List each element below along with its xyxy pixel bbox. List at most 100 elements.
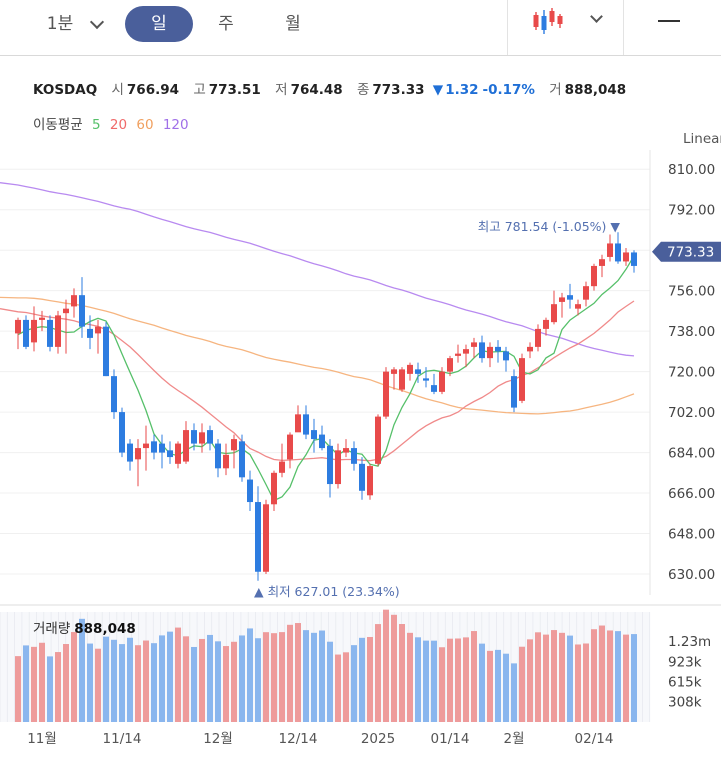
volume-bar	[359, 637, 365, 722]
candle-body	[23, 319, 29, 347]
moving-average-lines	[0, 182, 635, 502]
annotations: 최고 781.54 (-1.05%) ▼ ▲ 최저 627.01 (23.34%)	[254, 219, 620, 599]
candle-body	[175, 443, 181, 464]
open-label: 시	[111, 82, 124, 98]
date-tick-label: 02/14	[575, 731, 614, 747]
volume-bar	[287, 624, 293, 722]
candle-body	[583, 286, 589, 300]
period-day-tab[interactable]: 일	[125, 6, 193, 42]
candle-body	[623, 252, 629, 262]
candle-body	[391, 369, 397, 374]
candle-body	[135, 448, 141, 460]
volume-bar	[591, 629, 597, 722]
volume-tick-label: 923k	[668, 654, 702, 670]
volume-tick-label: 615k	[668, 675, 702, 691]
volume-bar	[255, 638, 261, 722]
candle-body	[431, 385, 437, 392]
symbol-name: KOSDAQ	[33, 82, 98, 98]
candle-body	[447, 358, 453, 372]
period-week-tab[interactable]: 주	[218, 14, 234, 34]
candle-body	[295, 414, 301, 433]
candle-body	[559, 297, 565, 302]
volume-bar	[431, 640, 437, 722]
volume-bar	[223, 646, 229, 722]
volume-bar	[143, 640, 149, 722]
volume-bar	[239, 635, 245, 722]
volume-bar	[63, 644, 69, 722]
volume-bar	[399, 624, 405, 722]
ma20-label: 20	[109, 117, 128, 133]
candle-body	[247, 479, 253, 503]
candle-body	[407, 364, 413, 374]
ma5-line	[17, 255, 635, 502]
price-tick-label: 702.00	[668, 405, 715, 421]
price-tick-label: 684.00	[668, 446, 715, 462]
candle-body	[335, 450, 341, 485]
candle-body	[495, 346, 501, 352]
min-price-annotation: ▲ 최저 627.01 (23.34%)	[254, 584, 400, 599]
candle-body	[183, 430, 189, 462]
candle-body	[207, 430, 213, 444]
volume-bar	[87, 643, 93, 722]
candle-body	[591, 265, 597, 287]
candle-body	[375, 416, 381, 464]
candle-body	[239, 441, 245, 478]
volume-bar	[303, 630, 309, 722]
scale-mode-toggle[interactable]: Linear	[683, 131, 721, 147]
period-1min-button[interactable]: 1분	[46, 14, 74, 34]
ma5-label: 5	[91, 117, 101, 133]
volume-bar	[423, 640, 429, 722]
price-tick-label: 756.00	[668, 284, 715, 300]
volume-bar	[623, 634, 629, 722]
date-tick-label: 11/14	[103, 731, 142, 747]
candle-body	[535, 328, 541, 347]
volume-bar	[95, 648, 101, 722]
date-tick-label: 2월	[503, 731, 524, 747]
close-label: 종	[356, 82, 370, 98]
volume-bar	[407, 632, 413, 722]
volume-bar	[351, 645, 357, 722]
volume-bar	[327, 641, 333, 722]
candle-body	[79, 295, 85, 327]
volume-bar	[439, 647, 445, 722]
volume-bar	[463, 637, 469, 722]
top-toolbar: 1분 일 주 월	[0, 0, 721, 56]
ma60-line	[0, 296, 635, 415]
volume-bar	[447, 638, 453, 722]
moving-average-legend[interactable]: 이동평균 5 20 60 120	[33, 113, 189, 133]
period-month-tab[interactable]: 월	[285, 14, 301, 34]
volume-bar	[263, 632, 269, 722]
volume-bar	[71, 632, 77, 722]
volume-bar	[583, 643, 589, 722]
line-tool-icon[interactable]	[658, 20, 680, 22]
candle-body	[311, 430, 317, 440]
price-tick-label: 720.00	[668, 365, 715, 381]
volume-bar	[159, 635, 165, 722]
candle-body	[103, 326, 109, 377]
volume-bar	[111, 639, 117, 722]
volume-bar	[575, 644, 581, 722]
volume-bar	[479, 643, 485, 722]
ma-legend-title: 이동평균	[33, 117, 83, 133]
candle-body	[543, 319, 549, 329]
volume-bar	[127, 637, 133, 722]
volume-bar	[215, 641, 221, 722]
volume-bar	[487, 650, 493, 722]
volume-bar	[295, 623, 301, 722]
candle-body	[343, 448, 349, 453]
volume-bar	[455, 638, 461, 722]
candle-body	[455, 353, 461, 356]
toolbar-divider	[623, 0, 624, 55]
price-tick-label: 810.00	[668, 162, 715, 178]
volume-label: 거	[549, 82, 562, 98]
candlestick-type-icon[interactable]	[532, 6, 564, 38]
high-value: 773.51	[208, 82, 261, 98]
low-value: 764.48	[290, 82, 343, 98]
volume-bar	[615, 631, 621, 722]
volume-bar	[55, 652, 61, 722]
volume-bar	[471, 631, 477, 722]
candle-body	[327, 445, 333, 485]
candle-body	[31, 319, 37, 343]
price-tick-label: 630.00	[668, 567, 715, 583]
